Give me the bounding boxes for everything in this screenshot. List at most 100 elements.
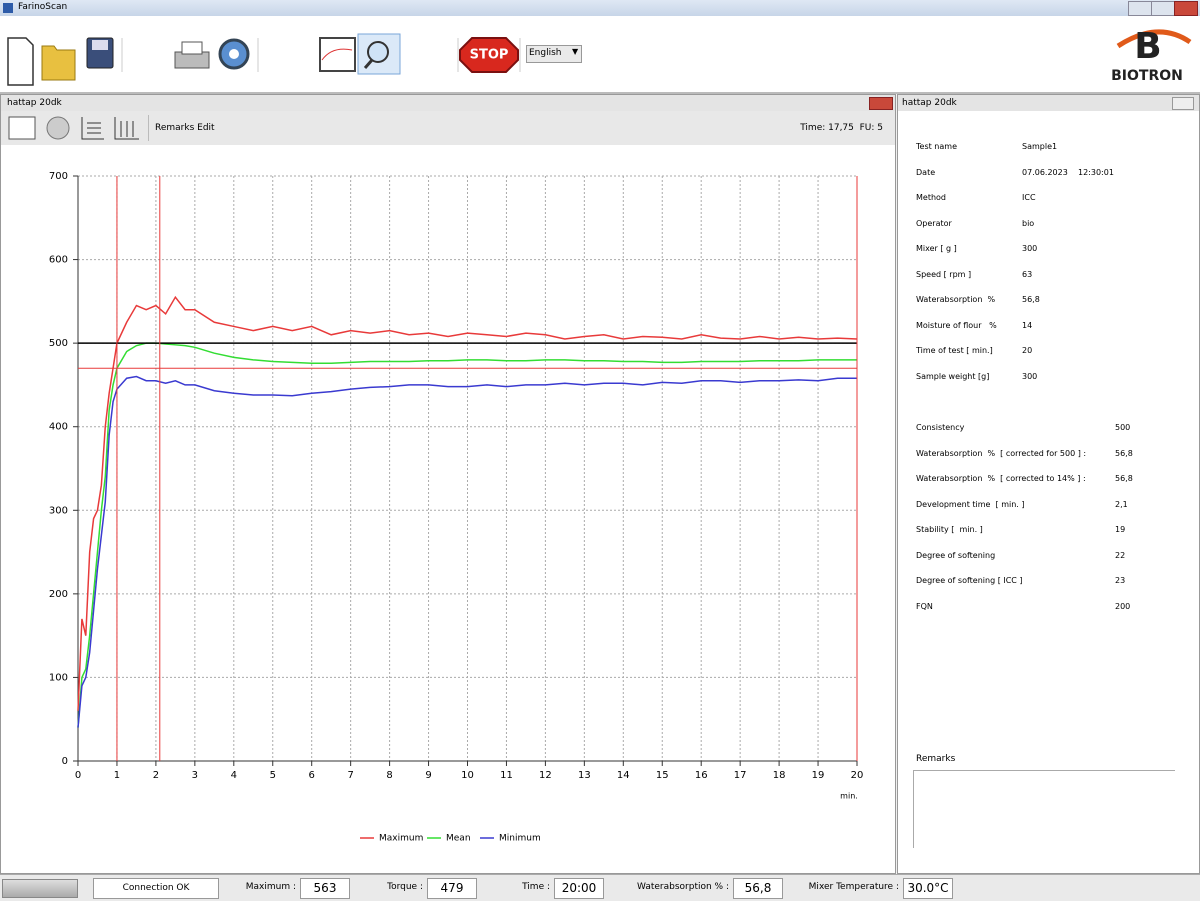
progress-bar (2, 879, 78, 898)
title-bar: FarinoScan (0, 0, 1200, 16)
window-title: FarinoScan (18, 2, 68, 12)
info-value: ICC (1022, 193, 1036, 202)
x-tick-label: 18 (773, 770, 786, 781)
vgrid-tool[interactable] (114, 117, 139, 140)
graph-icon[interactable] (319, 37, 356, 72)
open-icon[interactable] (41, 45, 76, 81)
info-value: 63 (1022, 269, 1033, 279)
x-tick-label: 17 (734, 770, 747, 781)
logo: B BIOTRON (1111, 26, 1192, 84)
result-label: Degree of softening (916, 550, 996, 560)
info-close-button[interactable] (1172, 97, 1194, 110)
series-line (77, 295, 858, 711)
remarks-label: Remarks (916, 754, 956, 764)
remarks-edit-button[interactable]: Remarks Edit (155, 123, 215, 133)
info-label: Date (916, 167, 936, 177)
result-value: 19 (1115, 525, 1126, 534)
remarks-box[interactable] (913, 770, 1175, 848)
x-tick-label: 8 (386, 770, 392, 781)
x-tick-label: 11 (500, 770, 513, 781)
info-panel: hattap 20dk Remarks Test name Sample1 Date… (897, 94, 1200, 874)
cursor-tool[interactable] (8, 116, 36, 140)
status-value: 30.0°C (903, 878, 953, 899)
info-label: Operator (916, 218, 952, 228)
x-tick-label: 15 (656, 770, 669, 781)
status-value: 479 (427, 878, 477, 899)
result-label: Degree of softening [ ICC ] (916, 576, 1023, 585)
logo-mark: B (1134, 26, 1161, 67)
result-label: Stability [ min. ] (916, 525, 983, 534)
y-tick-label: 200 (49, 589, 68, 600)
x-tick-label: 12 (539, 770, 552, 781)
y-tick-label: 500 (49, 338, 68, 349)
x-tick-label: 0 (75, 770, 81, 781)
x-tick-label: 20 (851, 770, 864, 781)
maximize-button[interactable] (1151, 1, 1175, 16)
result-label: FQN (916, 601, 933, 611)
status-value: 20:00 (554, 878, 604, 899)
result-label: Waterabsorption % [ corrected for 500 ] … (916, 448, 1087, 458)
result-value: 2,1 (1115, 499, 1128, 509)
y-tick-label: 600 (49, 255, 68, 266)
legend-label: Mean (446, 834, 471, 844)
close-button[interactable] (1174, 1, 1198, 16)
dropdown-arrow: ▼ (572, 47, 579, 56)
language-select[interactable]: English ▼ (526, 45, 582, 63)
minimize-button[interactable] (1128, 1, 1152, 16)
graph-icon-curve (321, 48, 353, 61)
result-value: 200 (1115, 601, 1131, 611)
series-line (77, 375, 857, 728)
status-label: Waterabsorption % : (637, 882, 729, 892)
y-tick-label: 100 (49, 672, 68, 683)
status-value: 56,8 (733, 878, 783, 899)
y-tick-label: 700 (49, 171, 68, 182)
x-tick-label: 5 (270, 770, 276, 781)
print-icon-paper (181, 41, 203, 55)
info-label: Time of test [ min.] (916, 346, 993, 355)
legend-label: Minimum (499, 834, 541, 844)
result-value: 56,8 (1115, 474, 1133, 483)
x-tick-label: 16 (695, 770, 708, 781)
x-tick-label: 10 (461, 770, 474, 781)
status-value: 563 (300, 878, 350, 899)
y-tick-label: 400 (49, 422, 68, 433)
info-value: 07.06.2023 12:30:01 (1022, 167, 1114, 177)
settings-icon-hub (229, 49, 239, 59)
x-tick-label: 2 (153, 770, 159, 781)
chart-toolbar: Remarks Edit Time: 17,75 FU: 5 (1, 111, 895, 145)
stop-button[interactable] (459, 37, 519, 73)
info-panel-title: hattap 20dk (902, 98, 957, 108)
app-icon (3, 3, 13, 13)
x-tick-label: 7 (347, 770, 353, 781)
x-tick-label: 13 (578, 770, 591, 781)
x-tick-label: 14 (617, 770, 630, 781)
info-value: 56,8 (1022, 295, 1040, 304)
info-value: 300 (1022, 371, 1038, 381)
separator (148, 115, 149, 141)
result-label: Consistency (916, 423, 965, 432)
series-line (77, 342, 857, 728)
info-value: 300 (1022, 244, 1038, 253)
info-value: bio (1022, 218, 1035, 228)
logo-text: BIOTRON (1111, 68, 1183, 84)
info-label: Waterabsorption % (916, 295, 996, 304)
info-label: Test name (916, 142, 957, 151)
x-axis-label: min. (840, 792, 858, 801)
info-value: Sample1 (1022, 142, 1058, 151)
result-value: 56,8 (1115, 448, 1133, 458)
logo-swoosh (1116, 29, 1192, 49)
toolbar-icons: STOP (7, 33, 521, 86)
status-label: Mixer Temperature : (808, 882, 899, 892)
hgrid-tool[interactable] (81, 117, 104, 140)
panel-close-button[interactable] (869, 97, 893, 110)
info-label: Mixer [ g ] (916, 244, 957, 253)
clock-tool[interactable] (46, 116, 70, 140)
zoom-icon (367, 41, 389, 63)
new-icon[interactable] (7, 37, 34, 86)
chart-panel-header: hattap 20dk (1, 95, 895, 111)
status-bar: Connection OK Maximum : 563 Torque : 479 Tim… (0, 874, 1200, 901)
chart-panel-title: hattap 20dk (7, 98, 62, 108)
x-tick-label: 4 (231, 770, 237, 781)
